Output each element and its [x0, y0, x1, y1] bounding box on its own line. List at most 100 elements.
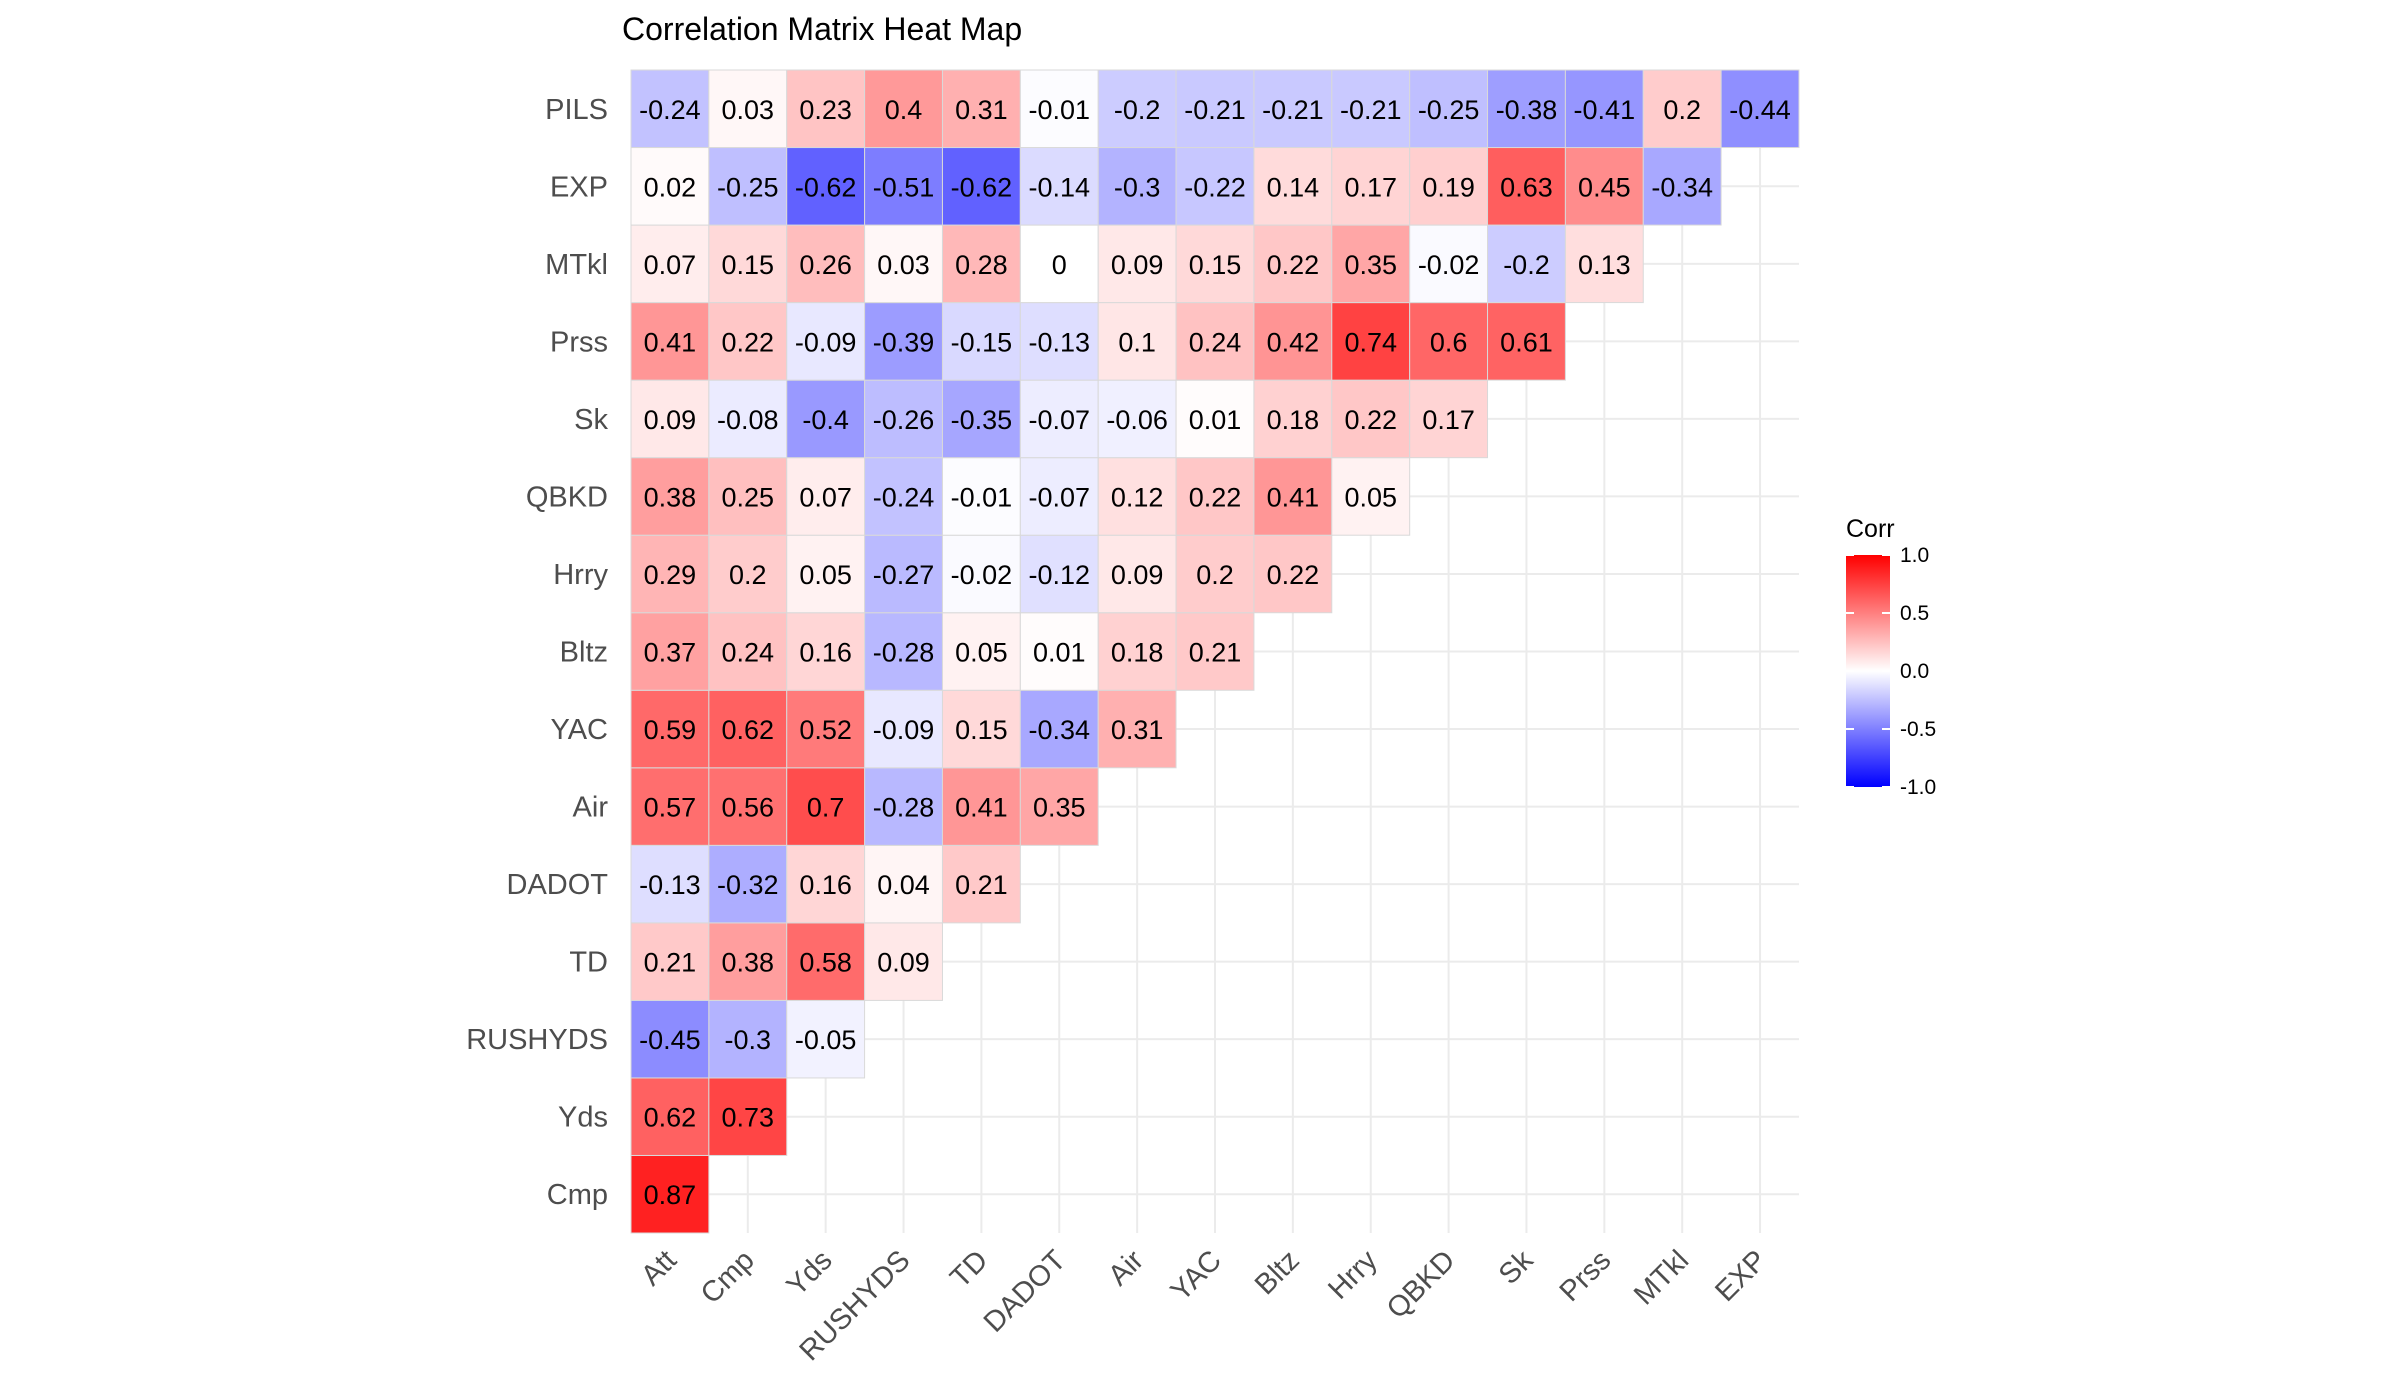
cell-value-label: 0.22 [1189, 482, 1242, 512]
heatmap-cell [630, 147, 710, 226]
heatmap-cell [708, 147, 788, 226]
cell-value-label: 0.29 [644, 560, 697, 590]
cell-value-label: 0.62 [644, 1103, 697, 1133]
cell-value-label: 0.18 [1111, 638, 1164, 668]
heatmap-cell [1253, 457, 1333, 536]
heatmap-cell [786, 534, 866, 614]
cell-value-label: -0.4 [802, 405, 849, 435]
y-tick-label: TD [569, 947, 608, 979]
heatmap-cell [786, 457, 866, 536]
cell-value-label: 0.56 [722, 793, 775, 823]
cell-value-label: 0.05 [955, 638, 1008, 668]
heatmap-cell [1564, 69, 1644, 149]
heatmap-cell [1097, 689, 1177, 769]
cell-value-label: 0.41 [955, 793, 1008, 823]
cell-value-label: -0.02 [951, 560, 1013, 590]
cell-value-label: -0.25 [717, 172, 779, 202]
cell-value-label: -0.09 [873, 715, 935, 745]
heatmap-cell [1409, 224, 1489, 304]
cell-value-label: -0.07 [1028, 482, 1090, 512]
cell-value-label: 0.38 [722, 948, 775, 978]
cell-value-label: 0.15 [1189, 250, 1242, 280]
heatmap-cell [786, 844, 866, 924]
heatmap-cell [786, 69, 866, 149]
heatmap-cell [630, 922, 710, 1001]
cell-value-label: 0.2 [729, 560, 767, 590]
cell-value-label: 0.21 [1189, 638, 1242, 668]
heatmap-cell [1409, 379, 1489, 459]
heatmap-cell [941, 612, 1021, 691]
legend-title: Corr [1846, 515, 1895, 543]
heatmap-cell [1331, 69, 1411, 149]
cell-value-label: 0.52 [799, 715, 852, 745]
cell-value-label: 0.31 [1111, 715, 1164, 745]
heatmap-cell [1019, 767, 1099, 846]
heatmap-cell [1331, 457, 1411, 536]
x-tick-label: Yds [781, 1244, 839, 1302]
cell-value-label: 0.09 [877, 948, 930, 978]
heatmap-cell [1487, 302, 1566, 381]
heatmap-cell [1019, 379, 1099, 459]
x-tick-label: Hrry [1322, 1244, 1384, 1306]
cell-value-label: -0.09 [795, 327, 857, 357]
heatmap-cell [1409, 147, 1489, 226]
cell-value-label: 0.24 [1189, 327, 1242, 357]
heatmap-cell [1019, 147, 1099, 226]
heatmap-cell [1097, 69, 1177, 149]
cell-value-label: -0.13 [639, 870, 701, 900]
y-tick-label: RUSHYDS [466, 1024, 608, 1056]
cell-value-label: -0.21 [1340, 95, 1402, 125]
x-tick-label: TD [944, 1244, 994, 1294]
cell-value-label: 0.73 [722, 1103, 775, 1133]
cell-value-label: 0.58 [799, 948, 852, 978]
heatmap-cell [786, 689, 866, 769]
heatmap-cell [1642, 69, 1722, 149]
x-tick-label: Sk [1493, 1244, 1540, 1291]
heatmap-cell [786, 612, 866, 691]
cell-value-label: 0.7 [807, 793, 845, 823]
cell-value-label: -0.07 [1028, 405, 1090, 435]
heatmap-cell [630, 612, 710, 691]
cell-value-label: 0.03 [722, 95, 775, 125]
cell-value-label: 0.19 [1422, 172, 1475, 202]
cell-value-label: -0.45 [639, 1025, 701, 1055]
heatmap-cell [1097, 379, 1177, 459]
cell-value-label: 0.21 [644, 948, 697, 978]
heatmap-cell [941, 379, 1021, 459]
cell-value-label: -0.25 [1418, 95, 1480, 125]
heatmap-cell [864, 147, 943, 226]
heatmap-cells [630, 69, 1800, 1234]
heatmap-cell [1097, 534, 1177, 614]
cell-value-label: 0.15 [955, 715, 1008, 745]
x-tick-label: QBKD [1381, 1244, 1462, 1325]
cell-value-label: 0.62 [722, 715, 775, 745]
cell-value-label: 0.35 [1344, 250, 1397, 280]
cell-value-label: 0.87 [644, 1180, 697, 1210]
heatmap-cell [941, 69, 1021, 149]
heatmap-cell [941, 534, 1021, 614]
heatmap-cell [708, 844, 788, 924]
heatmap-cell [708, 302, 788, 381]
cell-value-label: 0.13 [1578, 250, 1631, 280]
heatmap-cell [1097, 224, 1177, 304]
x-tick-label: Bltz [1249, 1244, 1306, 1301]
cell-value-label: 0.05 [1344, 482, 1397, 512]
cell-value-label: -0.39 [873, 327, 935, 357]
cell-value-label: -0.62 [951, 172, 1013, 202]
cell-value-label: 0.22 [1344, 405, 1397, 435]
heatmap-cell [864, 379, 943, 459]
cell-value-label: -0.62 [795, 172, 857, 202]
heatmap-cell [864, 457, 943, 536]
cell-value-label: 0.22 [1267, 250, 1320, 280]
heatmap-cell [1175, 534, 1255, 614]
heatmap-cell [1019, 224, 1099, 304]
heatmap-cell [786, 224, 866, 304]
heatmap-cell [786, 302, 866, 381]
heatmap-cell [1564, 147, 1644, 226]
heatmap-cell [708, 69, 788, 149]
cell-value-label: -0.08 [717, 405, 779, 435]
legend-tick-label: -0.5 [1900, 718, 1936, 741]
y-axis-ticks: Cmp Yds RUSHYDS TD DADOT Air YAC Bltz Hrry QBKD Sk… [466, 94, 608, 1211]
